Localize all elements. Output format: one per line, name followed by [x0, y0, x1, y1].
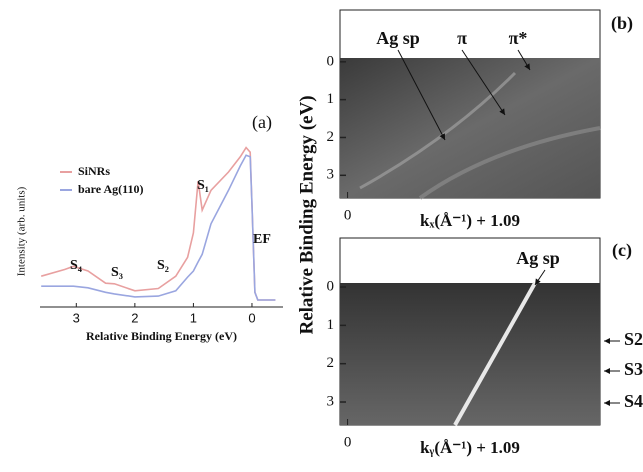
legend-label: bare Ag(110) — [78, 182, 143, 196]
arrow — [517, 49, 531, 71]
y-axis-label: Relative Binding Energy (eV) — [296, 95, 317, 334]
legend-label: SiNRs — [78, 164, 110, 178]
annotation: π* — [509, 28, 528, 48]
annotation: EF — [253, 232, 271, 247]
arrow — [461, 49, 506, 116]
arrow — [397, 49, 446, 141]
band — [418, 126, 601, 200]
annotation: S₃ — [111, 265, 123, 280]
y-tick-label: 2 — [327, 129, 335, 145]
annotation: S₁ — [197, 178, 209, 193]
panel-label: (a) — [252, 112, 272, 133]
y-tick-label: 0 — [327, 53, 335, 69]
annotation: S3 — [624, 359, 643, 379]
x-tick-label: 2 — [131, 310, 138, 325]
panel-label: (c) — [612, 240, 632, 261]
x-axis-label: kₓ(Å⁻¹) + 1.09 — [420, 211, 520, 230]
arrow — [534, 269, 546, 286]
y-tick-label: 0 — [327, 278, 335, 294]
x-tick-label: 1 — [190, 310, 197, 325]
y-tick-label: 3 — [327, 167, 335, 183]
annotation: π — [457, 28, 467, 48]
x-axis-label: kᵧ(Å⁻¹) + 1.09 — [420, 438, 520, 457]
x-tick-label: 0 — [344, 207, 352, 223]
x-tick-label: 3 — [73, 310, 80, 325]
arpes-image — [340, 283, 600, 425]
x-axis-label: Relative Binding Energy (eV) — [86, 329, 237, 343]
annotation: S₂ — [157, 258, 169, 273]
x-tick-label: 0 — [248, 310, 255, 325]
annotation: S4 — [624, 391, 643, 411]
y-axis-label: Intensity (arb. units) — [16, 186, 28, 276]
y-tick-label: 1 — [327, 317, 335, 333]
annotation: S₄ — [70, 258, 83, 273]
annotation: Ag sp — [516, 248, 560, 268]
band — [453, 282, 537, 426]
x-tick-label: 0 — [344, 434, 352, 450]
y-tick-label: 2 — [327, 355, 335, 371]
series-line — [40, 146, 276, 301]
annotation: Ag sp — [376, 28, 420, 48]
annotation: S2 — [624, 329, 643, 349]
y-tick-label: 3 — [327, 393, 335, 409]
y-tick-label: 1 — [327, 91, 335, 107]
panel-label: (b) — [611, 13, 633, 34]
series-line — [41, 154, 276, 301]
